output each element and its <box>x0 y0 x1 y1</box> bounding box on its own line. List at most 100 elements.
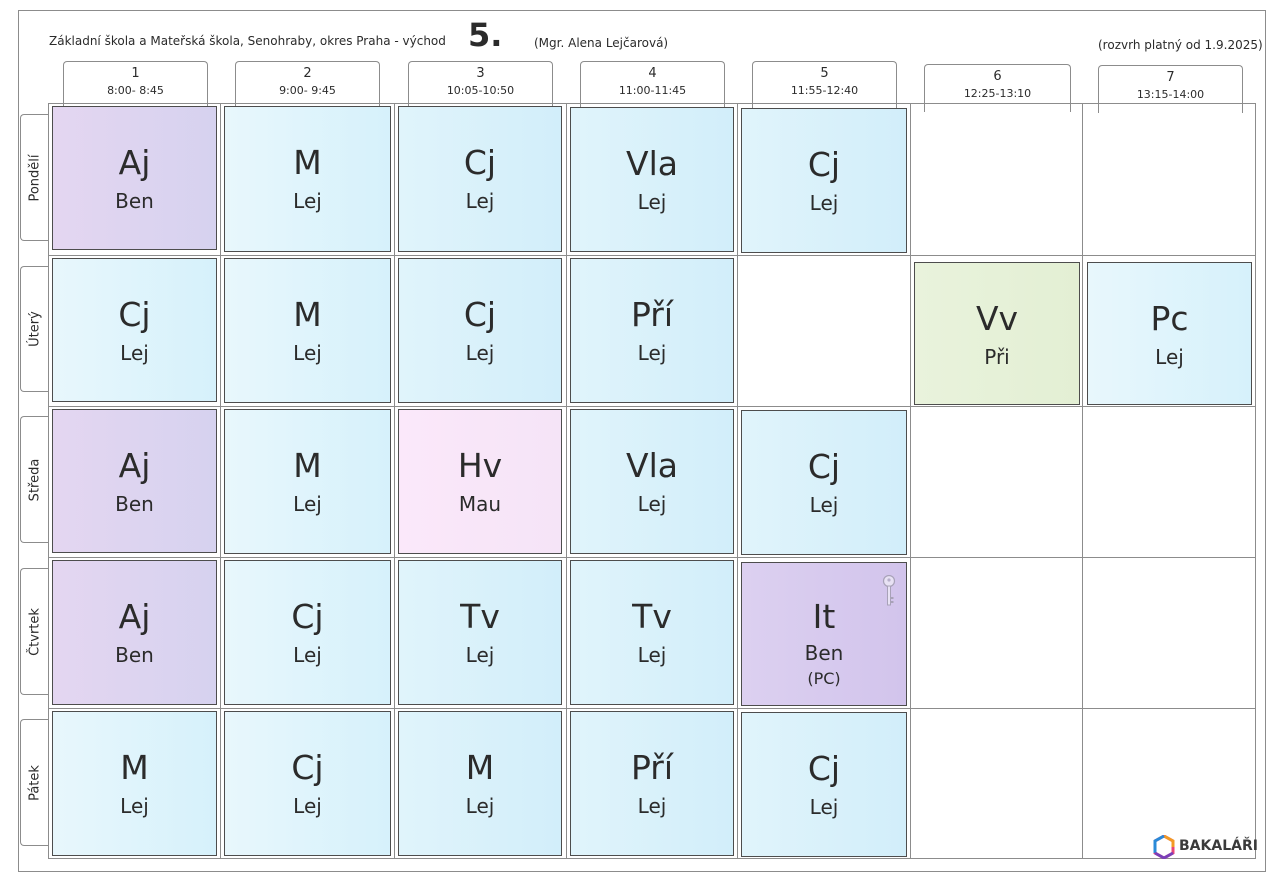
day-label: Středa <box>27 458 43 501</box>
lesson-teacher: Lej <box>465 189 495 213</box>
lesson-cell[interactable]: Cj Lej <box>398 258 562 403</box>
period-header-5: 5 11:55-12:40 <box>752 61 897 109</box>
class-teacher: (Mgr. Alena Lejčarová) <box>534 36 669 50</box>
period-header-7: 7 13:15-14:00 <box>1098 65 1243 113</box>
period-header-3: 3 10:05-10:50 <box>408 61 553 109</box>
lesson-teacher: Lej <box>809 493 839 517</box>
period-number: 6 <box>993 69 1002 84</box>
lesson-teacher: Lej <box>293 492 322 516</box>
lesson-subject: It <box>812 597 836 636</box>
lesson-cell[interactable]: Pří Lej <box>570 711 734 856</box>
lesson-teacher: Lej <box>293 643 322 667</box>
lesson-cell[interactable]: Cj Lej <box>398 106 562 252</box>
lesson-teacher: Ben <box>115 189 154 213</box>
logo-text: BAKALÁŘI <box>1179 838 1258 854</box>
period-time: 11:00-11:45 <box>618 84 687 97</box>
lesson-subject: Pří <box>630 748 674 787</box>
lesson-cell[interactable]: Aj Ben <box>52 106 217 250</box>
lesson-teacher: Lej <box>465 794 495 818</box>
timetable-frame <box>18 10 1266 872</box>
lesson-subject: M <box>293 295 322 334</box>
lesson-cell[interactable]: Cj Lej <box>224 560 391 705</box>
day-label: Pondělí <box>27 153 43 202</box>
lesson-subject: Cj <box>291 748 324 787</box>
grid-divider <box>566 103 567 859</box>
lesson-cell[interactable]: Cj Lej <box>741 712 907 857</box>
period-number: 2 <box>303 66 312 81</box>
lesson-cell[interactable]: M Lej <box>224 409 391 554</box>
key-icon <box>882 575 896 606</box>
lesson-teacher: Lej <box>293 794 322 818</box>
period-time: 11:55-12:40 <box>790 84 859 97</box>
lesson-teacher: Mau <box>458 492 502 516</box>
lesson-teacher: Lej <box>637 190 667 214</box>
validity-note: (rozvrh platný od 1.9.2025) <box>1098 38 1263 52</box>
day-label: Čtvrtek <box>27 607 43 656</box>
grid-divider <box>394 103 395 859</box>
lesson-subject: Cj <box>807 145 841 184</box>
day-header-wednesday: Středa <box>20 416 49 543</box>
school-name: Základní škola a Mateřská škola, Senohra… <box>49 34 446 48</box>
day-header-monday: Pondělí <box>20 114 49 241</box>
period-time: 10:05-10:50 <box>446 84 515 97</box>
day-header-friday: Pátek <box>20 719 49 846</box>
lesson-teacher: Lej <box>809 191 839 215</box>
lesson-teacher: Lej <box>637 794 667 818</box>
lesson-teacher: Lej <box>465 643 495 667</box>
period-header-2: 2 9:00- 9:45 <box>235 61 380 109</box>
lesson-cell[interactable]: Cj Lej <box>741 410 907 555</box>
grid-divider <box>48 406 1256 407</box>
grid-divider <box>910 103 911 859</box>
lesson-cell[interactable]: Cj Lej <box>52 258 217 402</box>
lesson-subject: Tv <box>632 597 672 636</box>
lesson-subject: Cj <box>463 143 497 182</box>
lesson-cell[interactable]: It Ben (PC) <box>741 562 907 706</box>
lesson-cell[interactable]: M Lej <box>52 711 217 856</box>
lesson-subject: Pc <box>1150 299 1189 338</box>
lesson-cell[interactable]: Vla Lej <box>570 409 734 554</box>
period-time: 12:25-13:10 <box>963 87 1032 100</box>
lesson-teacher: Lej <box>1155 345 1184 369</box>
period-time: 9:00- 9:45 <box>279 84 336 97</box>
lesson-subject: Vv <box>975 299 1019 338</box>
lesson-teacher: Lej <box>637 341 667 365</box>
lesson-cell[interactable]: Tv Lej <box>570 560 734 705</box>
period-header-6: 6 12:25-13:10 <box>924 64 1071 112</box>
lesson-cell[interactable]: Pří Lej <box>570 258 734 403</box>
lesson-cell[interactable]: M Lej <box>224 106 391 252</box>
lesson-teacher: Lej <box>120 341 149 365</box>
lesson-teacher: Lej <box>465 341 495 365</box>
lesson-subject: M <box>293 143 322 182</box>
lesson-cell[interactable]: Vla Lej <box>570 107 734 252</box>
lesson-teacher: Lej <box>120 794 149 818</box>
period-header-1: 1 8:00- 8:45 <box>63 61 208 109</box>
lesson-cell[interactable]: Aj Ben <box>52 560 217 705</box>
lesson-teacher: Ben <box>115 492 154 516</box>
lesson-cell[interactable]: Hv Mau <box>398 409 562 554</box>
grid-divider <box>48 255 1256 256</box>
lesson-subject: Vla <box>626 144 678 183</box>
lesson-room: (PC) <box>807 669 841 688</box>
grid-divider <box>48 557 1256 558</box>
lesson-cell[interactable]: Vv Při <box>914 262 1080 405</box>
lesson-teacher: Ben <box>804 641 844 665</box>
lesson-cell[interactable]: Cj Lej <box>741 108 907 253</box>
period-time: 8:00- 8:45 <box>107 84 164 97</box>
lesson-subject: Tv <box>460 597 500 636</box>
lesson-subject: Vla <box>626 446 678 485</box>
period-number: 7 <box>1166 70 1175 85</box>
lesson-cell[interactable]: M Lej <box>224 258 391 403</box>
lesson-cell[interactable]: Aj Ben <box>52 409 217 553</box>
lesson-cell[interactable]: M Lej <box>398 711 562 856</box>
bakalari-logo: BAKALÁŘI <box>1153 834 1258 860</box>
period-number: 5 <box>820 66 829 81</box>
grid-divider <box>1082 103 1083 859</box>
period-header-4: 4 11:00-11:45 <box>580 61 725 109</box>
lesson-subject: Cj <box>807 447 841 486</box>
lesson-cell[interactable]: Tv Lej <box>398 560 562 705</box>
lesson-cell[interactable]: Cj Lej <box>224 711 391 856</box>
lesson-cell[interactable]: Pc Lej <box>1087 262 1252 405</box>
day-header-tuesday: Úterý <box>20 266 49 392</box>
period-number: 3 <box>476 66 485 81</box>
lesson-subject: M <box>293 446 322 485</box>
